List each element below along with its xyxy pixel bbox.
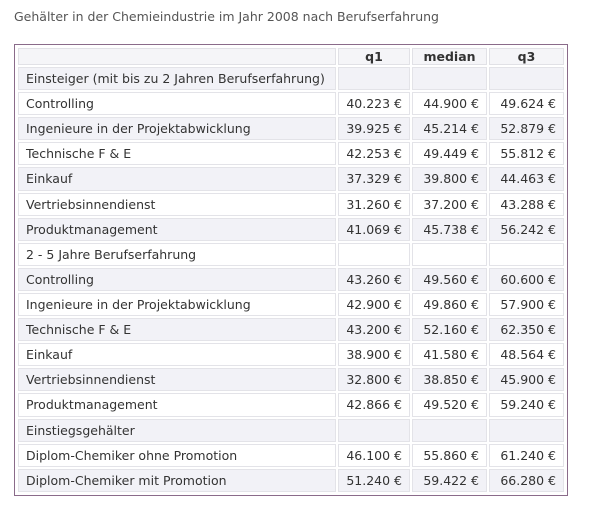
cell-q3: 62.350 €: [489, 318, 564, 342]
table-row: Technische F & E 42.253 €49.449 €55.812 €: [18, 142, 564, 166]
section-header-row: Einsteiger (mit bis zu 2 Jahren Berufser…: [18, 67, 564, 91]
table-row: Diplom-Chemiker mit Promotion 51.240 €59.…: [18, 468, 564, 492]
table-row: Vertriebsinnendienst 31.260 €37.200 €43.2…: [18, 192, 564, 216]
header-cell-median: median: [412, 48, 487, 65]
row-label: 2 - 5 Jahre Berufserfahrung: [18, 242, 336, 266]
cell-median: 52.160 €: [412, 318, 487, 342]
table-row: Diplom-Chemiker ohne Promotion 46.100 €55…: [18, 443, 564, 467]
cell-q1: [338, 242, 410, 266]
cell-median: 49.560 €: [412, 267, 487, 291]
cell-q1: 40.223 €: [338, 92, 410, 116]
table-row: Controlling 43.260 €49.560 €60.600 €: [18, 267, 564, 291]
cell-q3: 43.288 €: [489, 192, 564, 216]
cell-median: 39.800 €: [412, 167, 487, 191]
table-row: Einkauf 38.900 €41.580 €48.564 €: [18, 343, 564, 367]
table-row: Einkauf 37.329 €39.800 €44.463 €: [18, 167, 564, 191]
cell-q3: 45.900 €: [489, 368, 564, 392]
row-label: Controlling: [18, 92, 336, 116]
section-header-row: Einstiegsgehälter: [18, 418, 564, 442]
cell-median: 44.900 €: [412, 92, 487, 116]
cell-q1: 42.900 €: [338, 292, 410, 317]
cell-q1: 42.253 €: [338, 142, 410, 166]
cell-q1: 38.900 €: [338, 343, 410, 367]
cell-q3: 48.564 €: [489, 343, 564, 367]
row-label: Ingenieure in der Projektabwicklung: [18, 292, 336, 317]
cell-median: 49.520 €: [412, 393, 487, 417]
row-label: Einsteiger (mit bis zu 2 Jahren Berufser…: [18, 67, 336, 91]
row-label: Einkauf: [18, 167, 336, 191]
cell-q1: 51.240 €: [338, 468, 410, 492]
row-label: Ingenieure in der Projektabwicklung: [18, 117, 336, 141]
cell-q3: [489, 418, 564, 442]
cell-median: 38.850 €: [412, 368, 487, 392]
cell-q1: 41.069 €: [338, 217, 410, 241]
table-row: Produktmanagement 41.069 €45.738 €56.242 …: [18, 217, 564, 241]
cell-q1: 43.200 €: [338, 318, 410, 342]
cell-q3: 59.240 €: [489, 393, 564, 417]
cell-q1: 31.260 €: [338, 192, 410, 216]
cell-q3: [489, 242, 564, 266]
cell-median: 45.214 €: [412, 117, 487, 141]
table-row: Technische F & E 43.200 €52.160 €62.350 €: [18, 318, 564, 342]
table-row: Produktmanagement 42.866 €49.520 €59.240 …: [18, 393, 564, 417]
cell-q3: 49.624 €: [489, 92, 564, 116]
cell-q1: [338, 67, 410, 91]
salary-table: q1 median q3 Einsteiger (mit bis zu 2 Ja…: [16, 46, 566, 494]
row-label: Einkauf: [18, 343, 336, 367]
salary-table-container: q1 median q3 Einsteiger (mit bis zu 2 Ja…: [14, 44, 568, 496]
row-label: Vertriebsinnendienst: [18, 368, 336, 392]
row-label: Controlling: [18, 267, 336, 291]
cell-median: [412, 418, 487, 442]
cell-q3: 56.242 €: [489, 217, 564, 241]
cell-q3: 60.600 €: [489, 267, 564, 291]
cell-median: 41.580 €: [412, 343, 487, 367]
row-label: Technische F & E: [18, 142, 336, 166]
cell-median: 45.738 €: [412, 217, 487, 241]
cell-q3: 44.463 €: [489, 167, 564, 191]
table-header-row: q1 median q3: [18, 48, 564, 65]
cell-q3: 55.812 €: [489, 142, 564, 166]
cell-median: [412, 242, 487, 266]
cell-median: [412, 67, 487, 91]
cell-median: 37.200 €: [412, 192, 487, 216]
cell-median: 49.449 €: [412, 142, 487, 166]
table-row: Ingenieure in der Projektabwicklung 39.92…: [18, 117, 564, 141]
cell-median: 59.422 €: [412, 468, 487, 492]
cell-q1: 46.100 €: [338, 443, 410, 467]
row-label: Einstiegsgehälter: [18, 418, 336, 442]
cell-q1: 42.866 €: [338, 393, 410, 417]
table-row: Vertriebsinnendienst 32.800 €38.850 €45.9…: [18, 368, 564, 392]
row-label: Diplom-Chemiker mit Promotion: [18, 468, 336, 492]
row-label: Vertriebsinnendienst: [18, 192, 336, 216]
page-title: Gehälter in der Chemieindustrie im Jahr …: [14, 9, 439, 24]
cell-q1: [338, 418, 410, 442]
cell-q1: 37.329 €: [338, 167, 410, 191]
cell-q3: 66.280 €: [489, 468, 564, 492]
cell-median: 49.860 €: [412, 292, 487, 317]
header-cell-label: [18, 48, 336, 65]
row-label: Produktmanagement: [18, 393, 336, 417]
cell-q1: 43.260 €: [338, 267, 410, 291]
section-header-row: 2 - 5 Jahre Berufserfahrung: [18, 242, 564, 266]
cell-q3: 57.900 €: [489, 292, 564, 317]
table-row: Controlling 40.223 €44.900 €49.624 €: [18, 92, 564, 116]
table-body: Einsteiger (mit bis zu 2 Jahren Berufser…: [18, 67, 564, 492]
cell-q3: 52.879 €: [489, 117, 564, 141]
table-row: Ingenieure in der Projektabwicklung 42.90…: [18, 292, 564, 317]
row-label: Diplom-Chemiker ohne Promotion: [18, 443, 336, 467]
cell-q1: 32.800 €: [338, 368, 410, 392]
header-cell-q3: q3: [489, 48, 564, 65]
cell-q3: [489, 67, 564, 91]
cell-q3: 61.240 €: [489, 443, 564, 467]
header-cell-q1: q1: [338, 48, 410, 65]
row-label: Technische F & E: [18, 318, 336, 342]
row-label: Produktmanagement: [18, 217, 336, 241]
cell-median: 55.860 €: [412, 443, 487, 467]
cell-q1: 39.925 €: [338, 117, 410, 141]
